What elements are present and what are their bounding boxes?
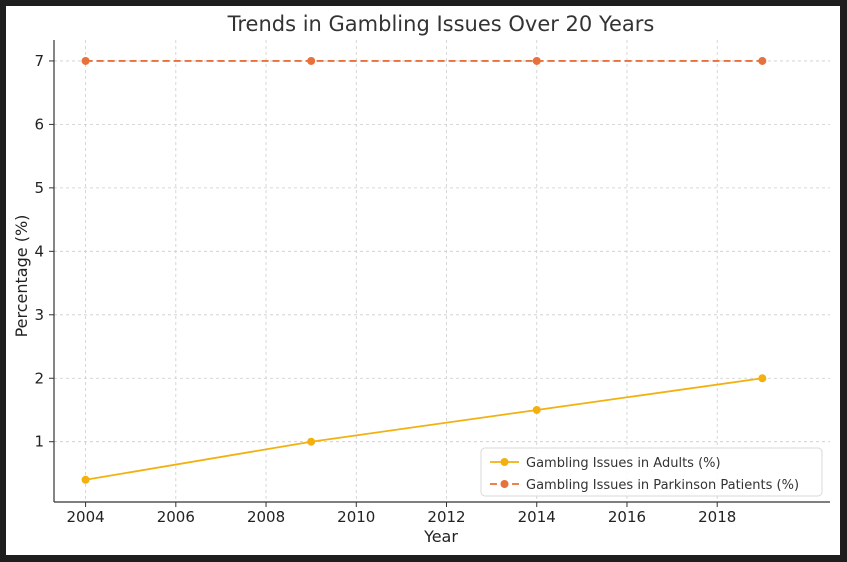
chart-title: Trends in Gambling Issues Over 20 Years (227, 12, 655, 36)
legend-label: Gambling Issues in Parkinson Patients (%… (526, 478, 799, 493)
series-line-1 (85, 377, 763, 481)
x-tick-label: 2008 (247, 508, 285, 526)
chart-frame: Trends in Gambling Issues Over 20 Years … (6, 6, 840, 555)
y-tick-label: 4 (34, 242, 44, 260)
y-tick-label: 6 (34, 115, 44, 133)
grid (54, 40, 830, 502)
x-tick-label: 2004 (66, 508, 104, 526)
data-point (758, 374, 767, 383)
y-tick-label: 7 (34, 52, 44, 70)
y-tick-label: 2 (34, 369, 44, 387)
legend-swatch-marker (500, 458, 509, 466)
legend-label: Gambling Issues in Adults (%) (526, 456, 721, 471)
line-chart: Trends in Gambling Issues Over 20 Years … (12, 12, 830, 546)
data-point (307, 437, 316, 446)
legend-swatch-marker (500, 480, 509, 488)
data-point (81, 56, 90, 65)
series-group (81, 56, 767, 484)
y-tick-label: 1 (34, 433, 44, 451)
x-tick-label: 2014 (518, 508, 556, 526)
y-tick-label: 5 (34, 179, 44, 197)
data-point (532, 405, 541, 414)
data-point (758, 56, 767, 65)
data-point (81, 475, 90, 484)
y-axis-label: Percentage (%) (12, 215, 31, 338)
y-tick-label: 3 (34, 306, 44, 324)
ticks: 2004 2006 2008 2010 2012 2014 2016 2018 1 2 3 4 5 6 7 (34, 52, 736, 526)
x-tick-label: 2016 (608, 508, 646, 526)
x-tick-label: 2012 (427, 508, 465, 526)
axes (53, 40, 830, 503)
legend-box (480, 447, 823, 497)
data-point (532, 56, 541, 65)
data-point (307, 56, 316, 65)
x-tick-label: 2018 (698, 508, 736, 526)
x-tick-label: 2006 (157, 508, 195, 526)
x-axis-label: Year (423, 527, 458, 546)
legend: Gambling Issues in Adults (%) Gambling Is… (480, 447, 823, 497)
x-tick-label: 2010 (337, 508, 375, 526)
